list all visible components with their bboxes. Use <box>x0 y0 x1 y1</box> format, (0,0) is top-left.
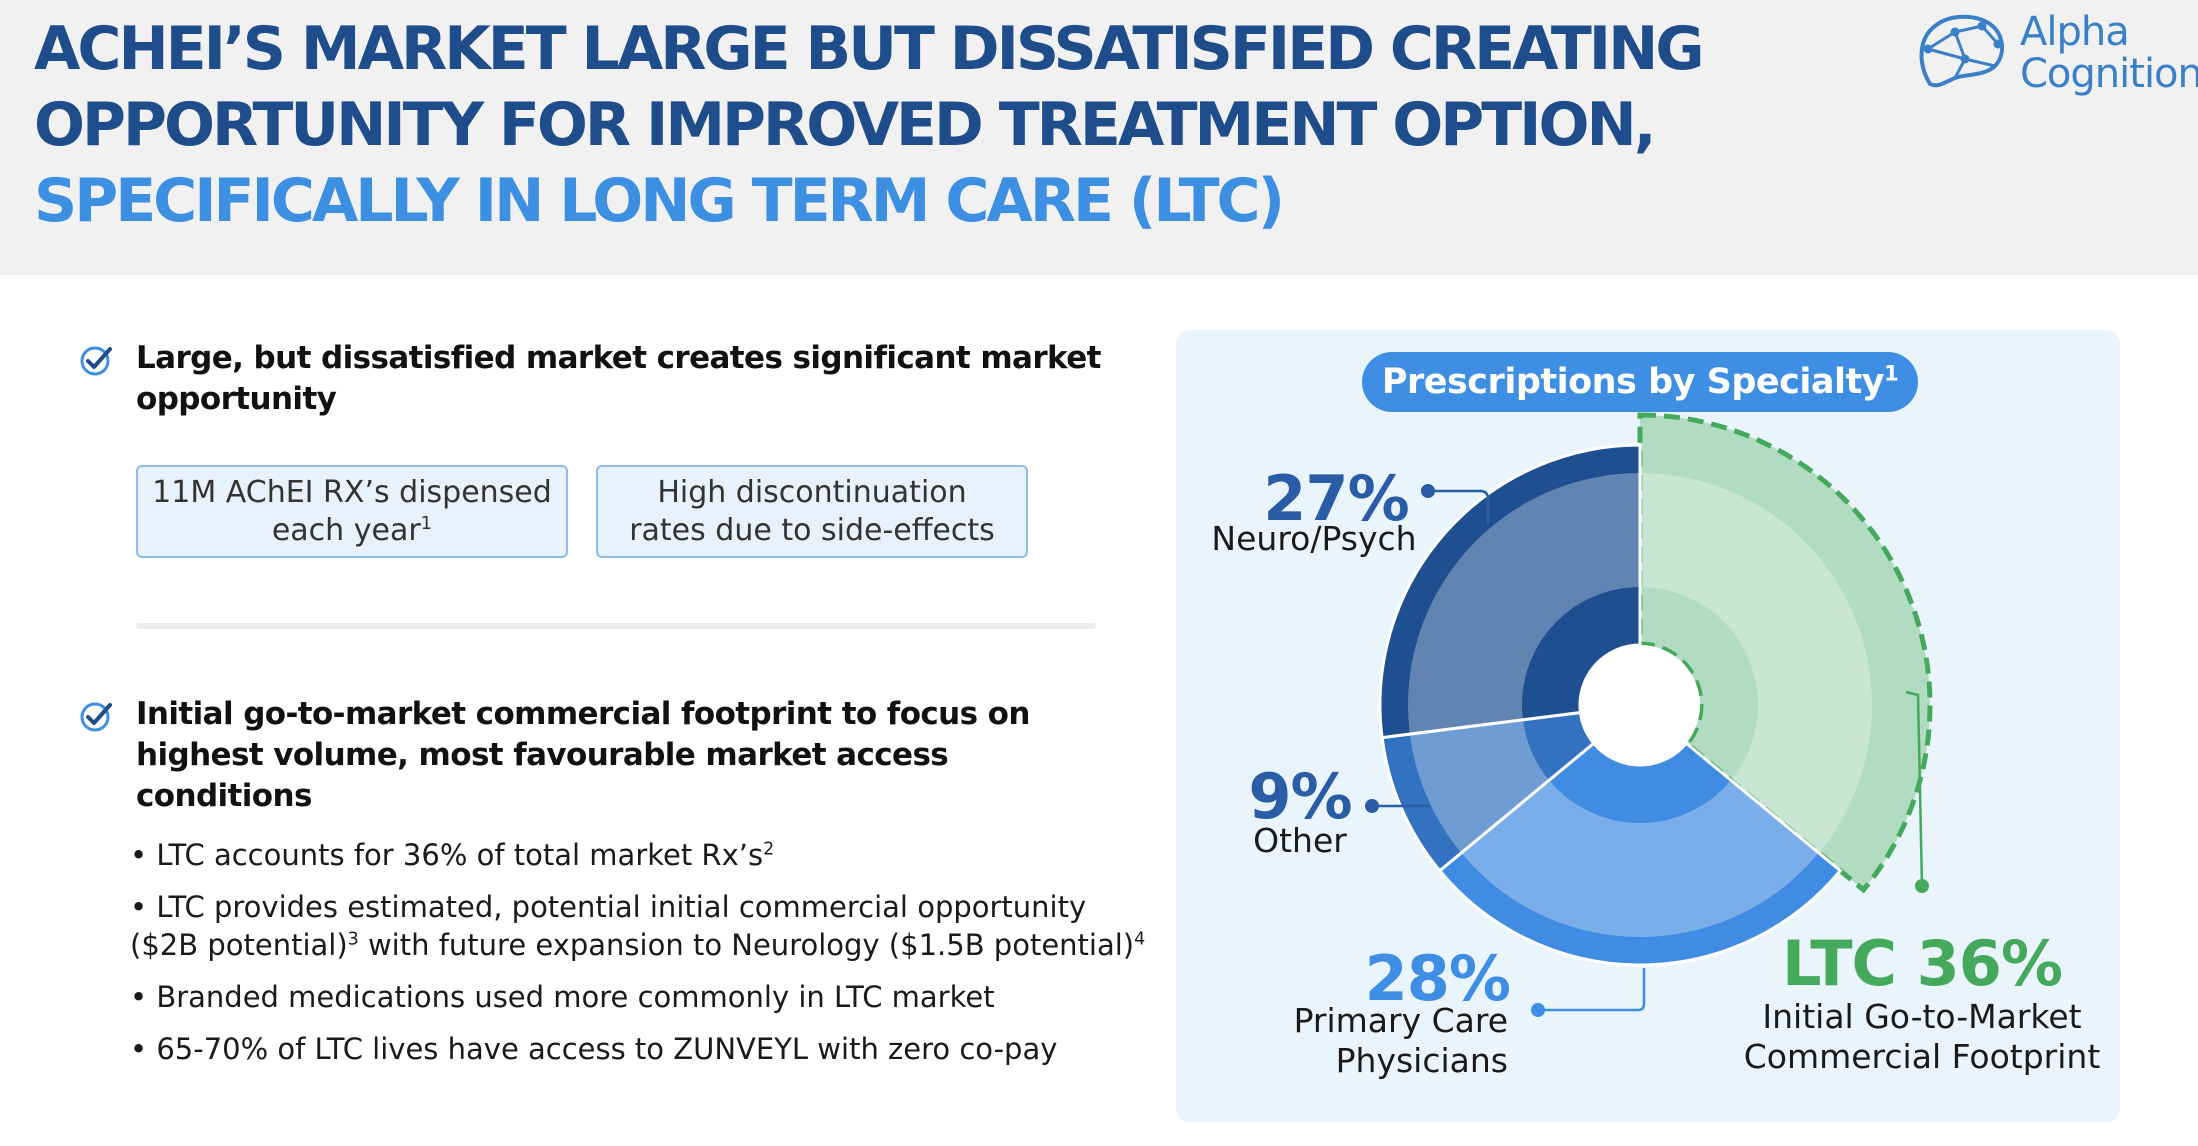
page-title-line-2: OPPORTUNITY FOR IMPROVED TREATMENT OPTIO… <box>34 90 1657 160</box>
bullet-item: • LTC provides estimated, potential init… <box>130 888 1170 964</box>
section2-heading-line1: Initial go-to-market commercial footprin… <box>136 696 1030 732</box>
bullet-item: • LTC accounts for 36% of total market R… <box>130 836 1170 874</box>
stat1-line1: 11M AChEI RX’s dispensed <box>152 474 552 510</box>
bullet-item: • Branded medications used more commonly… <box>130 978 1170 1016</box>
logo-text-cognition: Cognition <box>2020 51 2198 97</box>
section-divider <box>136 623 1096 629</box>
section2-heading-line2: highest volume, most favourable market a… <box>136 737 949 773</box>
company-logo: Alpha Cognition <box>1910 4 2198 104</box>
section1-heading-line2: opportunity <box>136 381 337 417</box>
check-circle-icon <box>80 346 112 376</box>
bullet-opportunity-line1: • LTC provides estimated, potential init… <box>130 890 1087 924</box>
logo-text-alpha: Alpha <box>2020 9 2130 55</box>
chart-panel <box>1176 330 2120 1122</box>
chart-title-footnote: 1 <box>1884 361 1899 386</box>
bullet-ltc-share: • LTC accounts for 36% of total market R… <box>130 838 764 872</box>
stat2-line1: High discontinuation <box>657 474 967 510</box>
stat1-line2: each year <box>271 512 421 548</box>
stat2-line2: rates due to side-effects <box>629 512 995 548</box>
bullet-opportunity-part2: with future expansion to Neurology ($1.5… <box>358 928 1135 962</box>
brain-network-icon <box>1919 14 2004 88</box>
section1-heading-line1: Large, but dissatisfied market creates s… <box>136 340 1101 376</box>
stat-box-rx-dispensed: 11M AChEI RX’s dispensed each year1 <box>136 465 568 558</box>
bullet-item: • 65-70% of LTC lives have access to ZUN… <box>130 1030 1170 1068</box>
footnote-4: 4 <box>1134 929 1146 950</box>
check-circle-icon <box>80 702 112 732</box>
bullet-branded: • Branded medications used more commonly… <box>130 980 995 1014</box>
bullet-list: • LTC accounts for 36% of total market R… <box>130 836 1170 1082</box>
stat-box-discontinuation: High discontinuation rates due to side-e… <box>596 465 1028 558</box>
page-title-line-1: ACHEI’S MARKET LARGE BUT DISSATISFIED CR… <box>34 14 1705 84</box>
bullet-opportunity-part1: ($2B potential) <box>130 928 348 962</box>
header-band: ACHEI’S MARKET LARGE BUT DISSATISFIED CR… <box>0 0 2198 275</box>
section2-heading-line3: conditions <box>136 778 312 814</box>
page-title-line-3: SPECIFICALLY IN LONG TERM CARE (LTC) <box>34 166 1285 236</box>
stat1-footnote: 1 <box>420 512 433 534</box>
footnote-3: 3 <box>347 929 359 950</box>
bullet-zunveyl-access: • 65-70% of LTC lives have access to ZUN… <box>130 1032 1058 1066</box>
footnote-2: 2 <box>763 839 775 860</box>
chart-title: Prescriptions by Specialty1 <box>1362 352 1918 412</box>
